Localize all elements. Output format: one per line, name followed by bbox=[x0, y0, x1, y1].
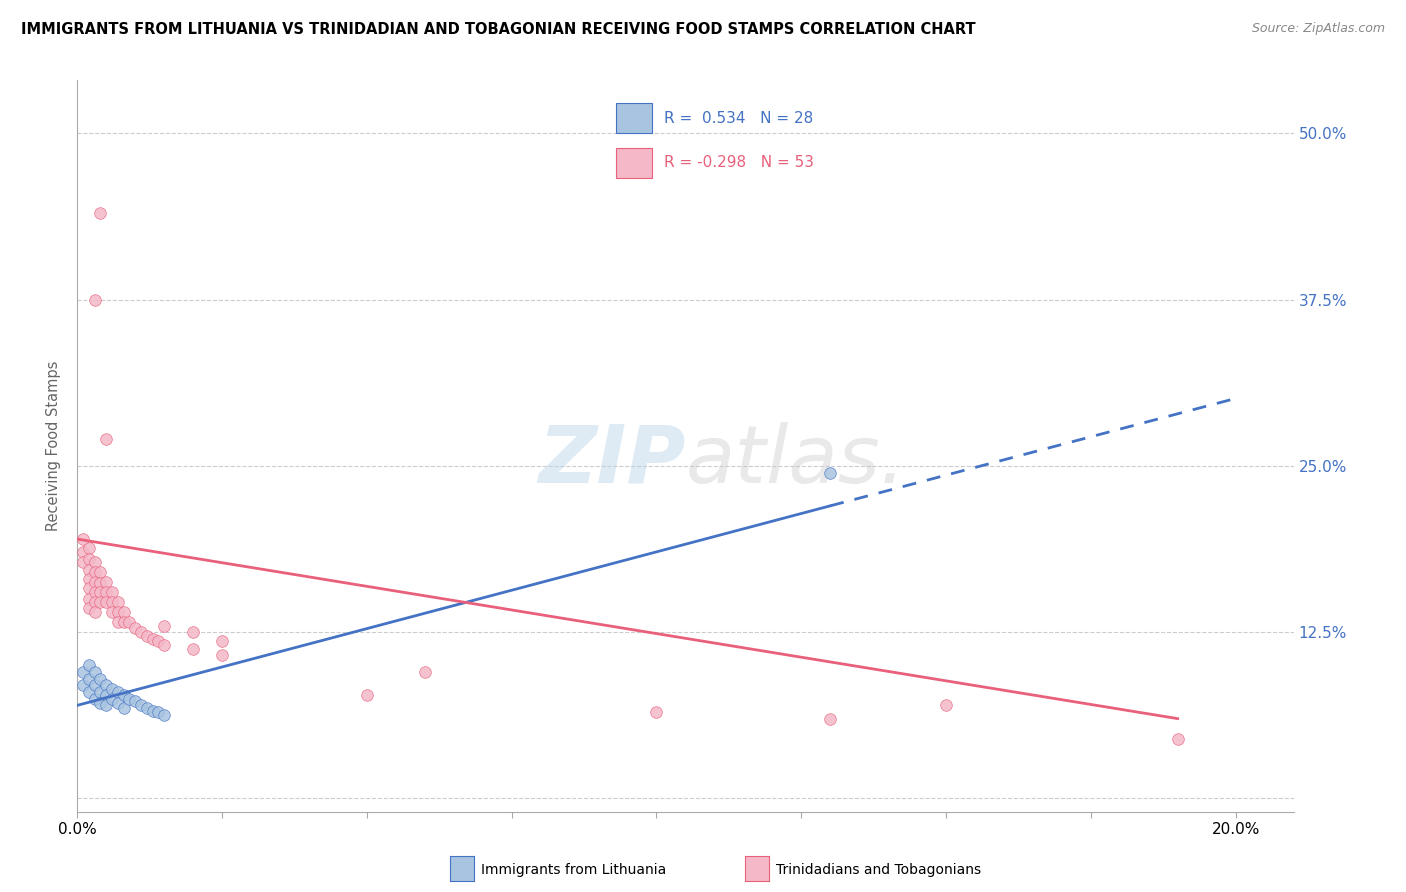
Point bbox=[153, 707, 176, 722]
Point bbox=[83, 566, 105, 580]
Point bbox=[181, 642, 204, 657]
Point bbox=[83, 678, 105, 692]
Text: atlas.: atlas. bbox=[686, 422, 905, 500]
Point bbox=[77, 591, 100, 606]
Point bbox=[142, 632, 165, 646]
Point bbox=[124, 621, 146, 635]
Point bbox=[77, 541, 100, 556]
Point bbox=[83, 691, 105, 706]
Point bbox=[107, 685, 129, 699]
Y-axis label: Receiving Food Stamps: Receiving Food Stamps bbox=[46, 360, 62, 532]
Point bbox=[77, 572, 100, 586]
Point bbox=[118, 615, 141, 629]
Point bbox=[211, 648, 233, 662]
Point bbox=[77, 582, 100, 596]
Point bbox=[153, 618, 176, 632]
Point bbox=[118, 691, 141, 706]
Point bbox=[142, 704, 165, 718]
Point bbox=[1167, 731, 1189, 746]
Point bbox=[107, 615, 129, 629]
Point bbox=[129, 625, 152, 640]
Point bbox=[89, 206, 111, 220]
Point bbox=[101, 682, 124, 697]
Point bbox=[135, 701, 157, 715]
Point bbox=[101, 594, 124, 608]
Point bbox=[83, 594, 105, 608]
Text: R =  0.534   N = 28: R = 0.534 N = 28 bbox=[664, 111, 813, 126]
Point bbox=[89, 576, 111, 591]
Point bbox=[129, 698, 152, 713]
Point bbox=[72, 555, 94, 569]
Point bbox=[107, 605, 129, 619]
Point bbox=[101, 585, 124, 599]
Text: ZIP: ZIP bbox=[538, 422, 686, 500]
Point bbox=[83, 585, 105, 599]
Point bbox=[72, 532, 94, 546]
Point bbox=[77, 601, 100, 615]
Point bbox=[89, 696, 111, 710]
Point bbox=[153, 639, 176, 653]
Point bbox=[77, 672, 100, 686]
FancyBboxPatch shape bbox=[616, 103, 652, 133]
Point bbox=[89, 594, 111, 608]
Point bbox=[83, 574, 105, 589]
Point bbox=[211, 634, 233, 648]
Text: R = -0.298   N = 53: R = -0.298 N = 53 bbox=[664, 155, 814, 170]
Point bbox=[89, 566, 111, 580]
Point bbox=[96, 585, 118, 599]
Point bbox=[112, 688, 135, 702]
FancyBboxPatch shape bbox=[616, 148, 652, 178]
Point bbox=[72, 665, 94, 679]
Point bbox=[89, 672, 111, 686]
Point bbox=[83, 555, 105, 569]
Text: Trinidadians and Tobagonians: Trinidadians and Tobagonians bbox=[776, 863, 981, 877]
Point bbox=[645, 705, 668, 719]
Point bbox=[89, 585, 111, 599]
Text: Immigrants from Lithuania: Immigrants from Lithuania bbox=[481, 863, 666, 877]
Point bbox=[83, 665, 105, 679]
Point bbox=[96, 698, 118, 713]
Point bbox=[107, 696, 129, 710]
Point bbox=[124, 694, 146, 708]
Point bbox=[413, 665, 436, 679]
Point bbox=[89, 685, 111, 699]
Point bbox=[148, 705, 170, 719]
Point bbox=[135, 629, 157, 643]
Point bbox=[77, 685, 100, 699]
Point bbox=[77, 658, 100, 673]
Point bbox=[83, 293, 105, 307]
Point bbox=[72, 545, 94, 559]
Point bbox=[356, 688, 378, 702]
Point bbox=[96, 678, 118, 692]
Point bbox=[83, 605, 105, 619]
Point bbox=[935, 698, 957, 713]
Point bbox=[181, 625, 204, 640]
Point bbox=[72, 678, 94, 692]
Text: Source: ZipAtlas.com: Source: ZipAtlas.com bbox=[1251, 22, 1385, 36]
Point bbox=[96, 574, 118, 589]
Point bbox=[96, 594, 118, 608]
Point bbox=[112, 701, 135, 715]
Point bbox=[96, 688, 118, 702]
Point bbox=[96, 433, 118, 447]
Point bbox=[112, 615, 135, 629]
Point bbox=[818, 466, 841, 480]
Point bbox=[77, 552, 100, 566]
Text: IMMIGRANTS FROM LITHUANIA VS TRINIDADIAN AND TOBAGONIAN RECEIVING FOOD STAMPS CO: IMMIGRANTS FROM LITHUANIA VS TRINIDADIAN… bbox=[21, 22, 976, 37]
Point bbox=[77, 563, 100, 577]
Point bbox=[107, 594, 129, 608]
Point bbox=[101, 691, 124, 706]
Point bbox=[148, 634, 170, 648]
Point bbox=[112, 605, 135, 619]
Point bbox=[818, 712, 841, 726]
Point bbox=[101, 605, 124, 619]
